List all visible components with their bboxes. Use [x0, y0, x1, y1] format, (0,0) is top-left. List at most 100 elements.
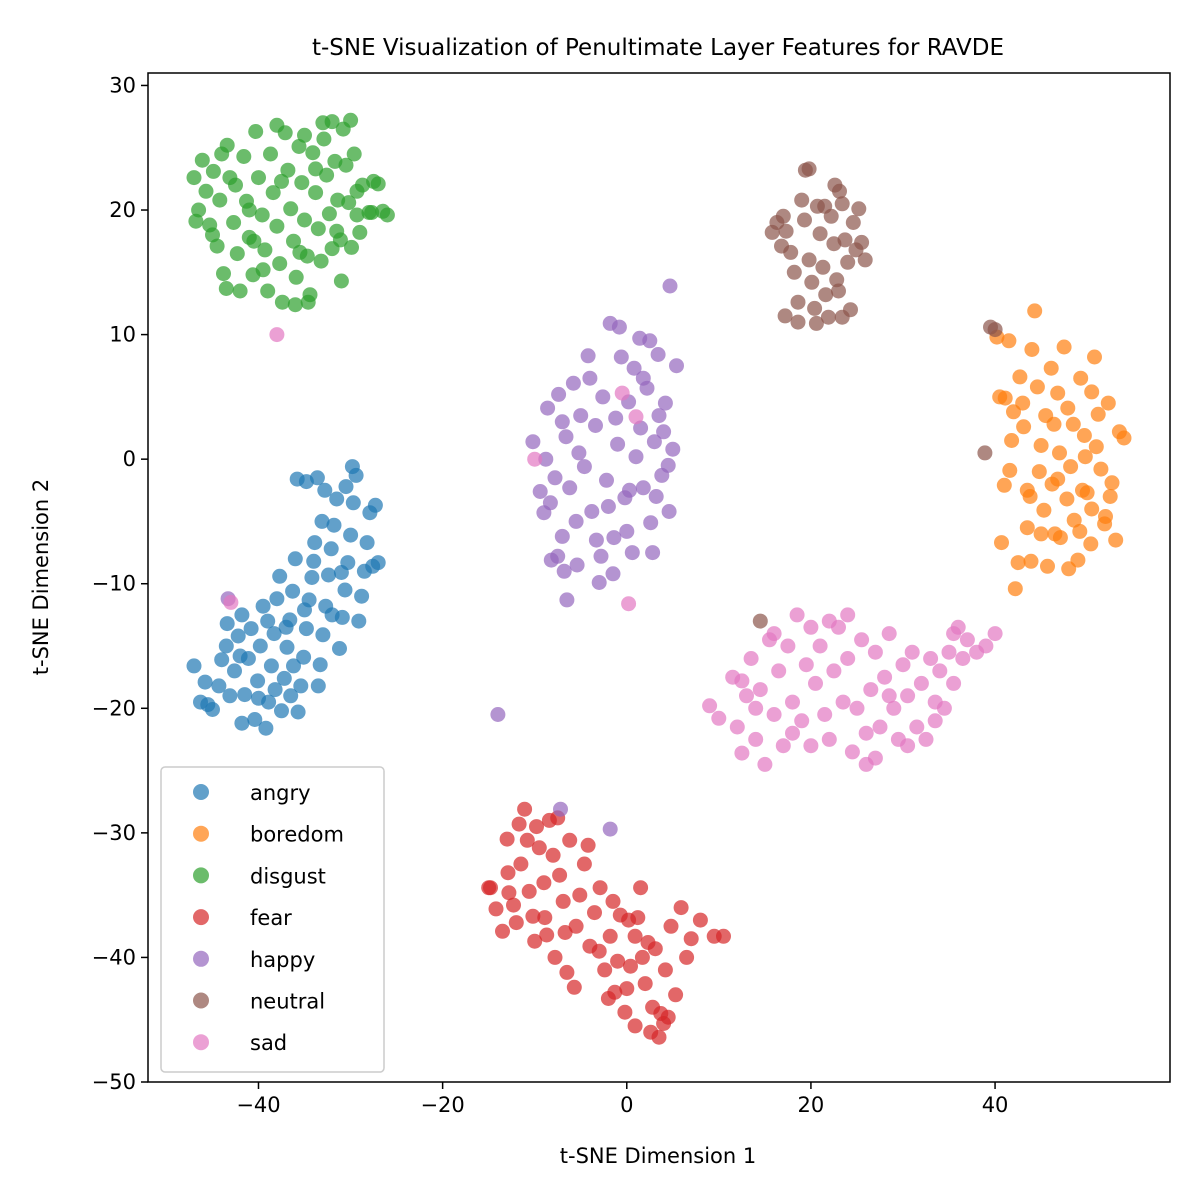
point-disgust-13	[232, 283, 248, 299]
x-tick-label: 0	[620, 1093, 633, 1117]
point-happy-0	[525, 434, 541, 450]
point-angry-20	[263, 658, 279, 674]
point-boredom-14	[1043, 360, 1059, 376]
point-fear-16	[566, 979, 582, 995]
point-angry-16	[252, 638, 268, 654]
point-happy-29	[635, 480, 651, 496]
point-fear-66	[501, 885, 517, 901]
point-fear-10	[537, 910, 553, 926]
point-boredom-52	[1088, 439, 1104, 455]
point-disgust-83	[218, 281, 234, 296]
point-sad-69	[223, 594, 239, 610]
point-boredom-53	[1102, 489, 1118, 504]
point-boredom-33	[1108, 532, 1124, 548]
point-angry-65	[278, 619, 294, 635]
x-tick-label: −40	[236, 1093, 280, 1117]
point-angry-23	[272, 568, 288, 584]
point-fear-71	[656, 1016, 672, 1031]
point-happy-42	[602, 821, 618, 837]
point-disgust-39	[308, 185, 324, 201]
point-neutral-39	[987, 322, 1003, 338]
point-sad-48	[936, 700, 952, 716]
point-sad-6	[743, 651, 759, 666]
point-angry-8	[227, 663, 242, 679]
legend-label-fear: fear	[250, 906, 292, 930]
point-disgust-24	[265, 185, 281, 201]
point-sad-0	[702, 698, 718, 714]
legend-marker-boredom	[193, 825, 209, 842]
legend-label-happy: happy	[250, 948, 315, 972]
legend-marker-angry	[193, 784, 209, 800]
point-fear-15	[562, 832, 578, 848]
point-fear-53	[619, 981, 635, 997]
point-fear-36	[668, 987, 684, 1003]
y-tick-label: −20	[92, 696, 136, 720]
point-disgust-25	[269, 218, 285, 234]
point-happy-50	[608, 410, 624, 426]
point-sad-71	[614, 385, 630, 401]
point-disgust-40	[310, 221, 326, 237]
point-disgust-19	[251, 170, 266, 186]
point-neutral-3	[778, 223, 794, 239]
point-disgust-1	[191, 202, 207, 218]
point-neutral-32	[834, 309, 850, 325]
point-neutral-31	[827, 177, 843, 193]
point-happy-32	[646, 434, 662, 450]
point-happy-64	[538, 451, 554, 467]
point-angry-79	[234, 715, 250, 731]
point-happy-35	[657, 395, 673, 411]
point-angry-45	[332, 641, 347, 656]
point-fear-45	[525, 908, 541, 924]
point-happy-18	[595, 389, 611, 405]
point-sad-42	[909, 719, 925, 735]
point-neutral-37	[752, 613, 768, 629]
point-fear-2	[495, 923, 510, 939]
point-neutral-19	[829, 272, 845, 288]
point-sad-52	[955, 651, 971, 666]
point-fear-59	[529, 819, 544, 835]
point-sad-63	[900, 738, 916, 754]
point-disgust-66	[214, 146, 230, 162]
point-fear-60	[508, 915, 524, 931]
point-sad-1	[711, 710, 727, 726]
point-disgust-7	[212, 192, 228, 208]
point-disgust-50	[338, 157, 354, 173]
point-happy-59	[642, 333, 658, 349]
point-sad-27	[840, 651, 856, 666]
point-disgust-79	[349, 207, 365, 223]
point-sad-11	[766, 707, 782, 722]
point-boredom-12	[1036, 502, 1052, 518]
legend-marker-neutral	[193, 992, 209, 1009]
point-happy-37	[665, 441, 681, 457]
x-tick-label: 20	[798, 1093, 825, 1117]
point-fear-49	[568, 918, 584, 934]
point-angry-6	[218, 638, 234, 654]
point-happy-51	[619, 523, 635, 539]
point-boredom-4	[1007, 581, 1023, 597]
point-fear-47	[545, 847, 561, 863]
point-boredom-37	[1084, 501, 1100, 517]
point-angry-22	[269, 591, 285, 607]
point-boredom-49	[1050, 385, 1066, 401]
point-disgust-35	[297, 212, 312, 228]
point-angry-31	[293, 678, 309, 694]
point-boredom-23	[1073, 370, 1089, 386]
point-angry-5	[214, 652, 230, 668]
point-sad-65	[748, 700, 764, 716]
legend-marker-disgust	[193, 867, 209, 884]
point-boredom-55	[1006, 404, 1021, 420]
point-happy-68	[635, 370, 651, 386]
point-happy-19	[599, 472, 614, 488]
point-sad-53	[959, 632, 975, 648]
legend-label-sad: sad	[250, 1031, 287, 1055]
point-fear-67	[519, 832, 535, 848]
point-fear-6	[517, 801, 533, 817]
point-boredom-19	[1060, 400, 1076, 416]
point-angry-72	[338, 479, 354, 495]
legend-label-neutral: neutral	[250, 990, 325, 1014]
point-sad-41	[904, 644, 920, 660]
point-angry-63	[260, 613, 276, 629]
point-disgust-27	[274, 294, 290, 310]
point-fear-51	[591, 943, 607, 959]
point-neutral-29	[857, 252, 873, 268]
